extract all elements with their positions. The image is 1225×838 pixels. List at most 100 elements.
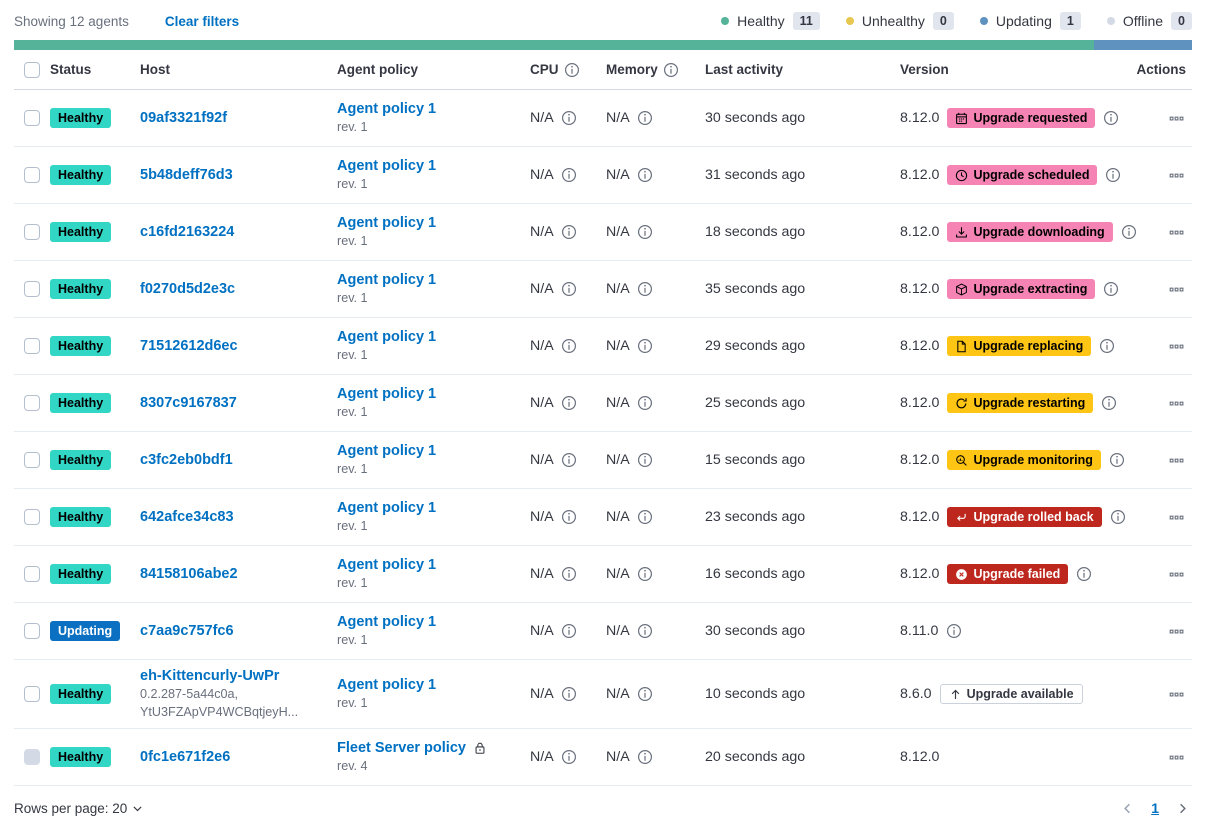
agent-policy-link[interactable]: Agent policy 1 xyxy=(337,215,437,231)
info-icon[interactable] xyxy=(561,749,577,765)
header-memory[interactable]: Memory xyxy=(606,62,705,78)
info-icon[interactable] xyxy=(561,509,577,525)
row-checkbox[interactable] xyxy=(24,566,40,582)
header-host[interactable]: Host xyxy=(140,62,170,77)
select-all-checkbox[interactable] xyxy=(24,61,40,78)
row-checkbox[interactable] xyxy=(24,452,40,468)
info-icon[interactable] xyxy=(561,224,577,240)
header-last-activity[interactable]: Last activity xyxy=(705,62,784,77)
info-icon[interactable] xyxy=(1109,452,1125,468)
info-icon[interactable] xyxy=(637,623,653,639)
info-icon[interactable] xyxy=(561,281,577,297)
host-link[interactable]: c7aa9c757fc6 xyxy=(140,623,234,639)
info-icon[interactable] xyxy=(561,623,577,639)
info-icon[interactable] xyxy=(637,395,653,411)
info-icon[interactable] xyxy=(561,167,577,183)
host-link[interactable]: 71512612d6ec xyxy=(140,338,238,354)
info-icon[interactable] xyxy=(1121,224,1137,240)
agent-policy-link[interactable]: Agent policy 1 xyxy=(337,500,437,516)
info-icon[interactable] xyxy=(1101,395,1117,411)
agent-policy-link[interactable]: Agent policy 1 xyxy=(337,677,437,693)
info-icon[interactable] xyxy=(637,224,653,240)
previous-page-button[interactable] xyxy=(1120,801,1135,816)
row-checkbox[interactable] xyxy=(24,338,40,354)
page-1-button[interactable]: 1 xyxy=(1151,800,1159,816)
row-checkbox[interactable] xyxy=(24,686,40,702)
agent-policy-link[interactable]: Agent policy 1 xyxy=(337,158,437,174)
info-icon[interactable] xyxy=(564,62,580,78)
host-link[interactable]: 8307c9167837 xyxy=(140,395,237,411)
row-actions-button[interactable] xyxy=(1167,565,1186,584)
agent-policy-link[interactable]: Agent policy 1 xyxy=(337,557,437,573)
rows-per-page-control[interactable]: Rows per page: 20 xyxy=(14,801,144,816)
row-actions-button[interactable] xyxy=(1167,337,1186,356)
host-link[interactable]: eh-Kittencurly-UwPr xyxy=(140,668,280,684)
row-checkbox[interactable] xyxy=(24,281,40,297)
row-checkbox[interactable] xyxy=(24,110,40,126)
clear-filters-link[interactable]: Clear filters xyxy=(164,13,240,29)
legend-item-offline[interactable]: Offline 0 xyxy=(1106,12,1192,30)
agent-policy-link[interactable]: Agent policy 1 xyxy=(337,614,437,630)
info-icon[interactable] xyxy=(637,338,653,354)
info-icon[interactable] xyxy=(561,110,577,126)
info-icon[interactable] xyxy=(1103,110,1119,126)
row-actions-button[interactable] xyxy=(1167,394,1186,413)
host-link[interactable]: 642afce34c83 xyxy=(140,509,234,525)
info-icon[interactable] xyxy=(561,566,577,582)
row-checkbox[interactable] xyxy=(24,623,40,639)
info-icon[interactable] xyxy=(561,338,577,354)
host-link[interactable]: 84158106abe2 xyxy=(140,566,238,582)
info-icon[interactable] xyxy=(561,686,577,702)
info-icon[interactable] xyxy=(637,452,653,468)
info-icon[interactable] xyxy=(663,62,679,78)
agent-policy-link[interactable]: Agent policy 1 xyxy=(337,386,437,402)
agent-policy-link[interactable]: Agent policy 1 xyxy=(337,329,437,345)
row-checkbox[interactable] xyxy=(24,509,40,525)
info-icon[interactable] xyxy=(637,509,653,525)
info-icon[interactable] xyxy=(561,395,577,411)
agent-policy-link[interactable]: Agent policy 1 xyxy=(337,443,437,459)
row-checkbox[interactable] xyxy=(24,167,40,183)
info-icon[interactable] xyxy=(946,623,962,639)
info-icon[interactable] xyxy=(1099,338,1115,354)
host-link[interactable]: f0270d5d2e3c xyxy=(140,281,236,297)
row-actions-button[interactable] xyxy=(1167,622,1186,641)
host-link[interactable]: c16fd2163224 xyxy=(140,224,235,240)
host-link[interactable]: 5b48deff76d3 xyxy=(140,167,233,183)
row-actions-button[interactable] xyxy=(1167,166,1186,185)
info-icon[interactable] xyxy=(1076,566,1092,582)
legend-item-updating[interactable]: Updating 1 xyxy=(979,12,1081,30)
header-version[interactable]: Version xyxy=(900,62,949,77)
row-actions-button[interactable] xyxy=(1167,280,1186,299)
info-icon[interactable] xyxy=(1105,167,1121,183)
info-icon[interactable] xyxy=(637,281,653,297)
header-status[interactable]: Status xyxy=(50,62,92,77)
info-icon[interactable] xyxy=(1103,281,1119,297)
host-link[interactable]: c3fc2eb0bdf1 xyxy=(140,452,233,468)
info-icon[interactable] xyxy=(637,566,653,582)
info-icon[interactable] xyxy=(637,167,653,183)
legend-item-healthy[interactable]: Healthy 11 xyxy=(721,12,820,30)
next-page-button[interactable] xyxy=(1175,801,1190,816)
row-actions-button[interactable] xyxy=(1167,685,1186,704)
row-actions-button[interactable] xyxy=(1167,748,1186,767)
row-actions-button[interactable] xyxy=(1167,451,1186,470)
info-icon[interactable] xyxy=(637,749,653,765)
header-cpu[interactable]: CPU xyxy=(530,62,606,78)
agent-policy-link[interactable]: Agent policy 1 xyxy=(337,101,437,117)
host-link[interactable]: 09af3321f92f xyxy=(140,110,228,126)
info-icon[interactable] xyxy=(637,110,653,126)
info-icon[interactable] xyxy=(1110,509,1126,525)
info-icon[interactable] xyxy=(637,686,653,702)
agent-policy-link[interactable]: Agent policy 1 xyxy=(337,272,437,288)
row-checkbox[interactable] xyxy=(24,395,40,411)
row-actions-button[interactable] xyxy=(1167,508,1186,527)
row-checkbox[interactable] xyxy=(24,749,40,765)
info-icon[interactable] xyxy=(561,452,577,468)
header-agent-policy[interactable]: Agent policy xyxy=(337,62,419,77)
row-actions-button[interactable] xyxy=(1167,223,1186,242)
agent-policy-link[interactable]: Fleet Server policy xyxy=(337,740,466,756)
legend-item-unhealthy[interactable]: Unhealthy 0 xyxy=(845,12,954,30)
row-checkbox[interactable] xyxy=(24,224,40,240)
row-actions-button[interactable] xyxy=(1167,109,1186,128)
